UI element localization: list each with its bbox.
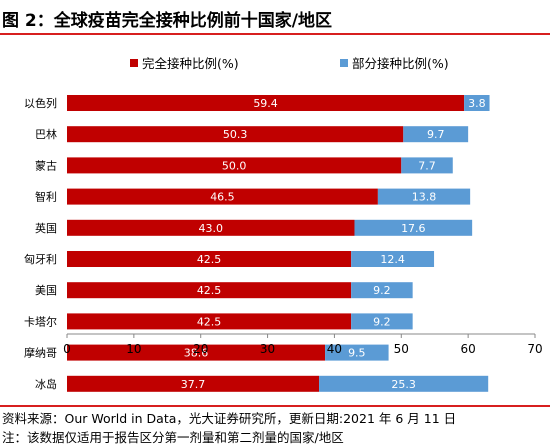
bar-value-label: 59.4 — [253, 97, 278, 110]
x-tick-label: 10 — [126, 342, 141, 356]
category-label: 卡塔尔 — [24, 315, 57, 328]
bar-value-label: 50.0 — [222, 159, 247, 172]
x-tick-label: 70 — [527, 342, 542, 356]
bar-value-label: 25.3 — [391, 378, 416, 391]
bar-value-label: 9.7 — [427, 128, 445, 141]
legend-swatch-0 — [130, 59, 138, 67]
bar-value-label: 9.5 — [348, 347, 366, 360]
chart-legend: 完全接种比例(%) 部分接种比例(%) — [130, 56, 449, 71]
x-tick-label: 30 — [260, 342, 275, 356]
bar-full-5 — [67, 251, 352, 267]
legend-label-0: 完全接种比例(%) — [142, 56, 239, 71]
bar-value-label: 7.7 — [418, 159, 436, 172]
bar-partial-7 — [351, 313, 413, 330]
category-label: 以色列 — [24, 96, 57, 110]
title-rule — [0, 33, 550, 35]
category-label: 匈牙利 — [24, 252, 57, 266]
category-label: 巴林 — [35, 127, 57, 141]
bar-partial-0 — [464, 95, 490, 111]
bar-partial-3 — [377, 188, 471, 205]
bar-value-label: 42.5 — [197, 315, 222, 328]
x-tick-label: 40 — [327, 342, 342, 356]
bar-full-6 — [67, 282, 352, 299]
bar-value-label: 50.3 — [223, 128, 248, 141]
bar-partial-1 — [403, 126, 469, 143]
bar-value-label: 9.2 — [373, 315, 391, 328]
bar-value-label: 46.5 — [210, 191, 235, 204]
legend-label-1: 部分接种比例(%) — [352, 56, 449, 71]
bar-full-0 — [67, 95, 465, 111]
x-tick-label: 20 — [193, 342, 208, 356]
figure-title: 图 2：全球疫苗完全接种比例前十国家/地区 — [2, 11, 332, 31]
category-label: 摩纳哥 — [24, 346, 57, 360]
source-rule — [0, 405, 550, 407]
legend-swatch-1 — [340, 59, 348, 67]
bar-partial-6 — [351, 282, 413, 299]
category-label: 英国 — [35, 221, 57, 235]
x-tick-label: 50 — [394, 342, 409, 356]
bar-value-label: 43.0 — [198, 222, 223, 235]
bar-full-8 — [67, 344, 326, 361]
bar-value-label: 17.6 — [401, 222, 426, 235]
bar-full-1 — [67, 126, 404, 143]
bar-full-3 — [67, 188, 378, 205]
chart-bars: 59.4 3.8 50.3 9.7 50.0 7.7 46.5 13.8 43.0 17.6 42.… — [67, 95, 490, 392]
x-tick-label: 60 — [461, 342, 476, 356]
source-text: 资料来源：Our World in Data，光大证券研究所，更新日期:2021… — [2, 411, 457, 426]
bar-value-label: 9.2 — [373, 284, 391, 297]
bar-value-label: 12.4 — [380, 253, 405, 266]
bar-partial-9 — [319, 375, 489, 392]
bar-partial-4 — [354, 219, 473, 236]
bar-partial-8 — [325, 344, 389, 361]
category-label: 智利 — [35, 190, 57, 204]
bar-partial-5 — [351, 251, 435, 267]
bar-full-9 — [67, 375, 320, 392]
note-text: 注：该数据仅适用于报告区分第一剂量和第二剂量的国家/地区 — [2, 430, 344, 445]
category-label: 美国 — [35, 284, 57, 297]
stacked-bar-chart: 完全接种比例(%) 部分接种比例(%) 59.4 3.8 50.3 9.7 50.0 7.7… — [24, 56, 543, 392]
category-label: 蒙古 — [35, 159, 57, 172]
bar-value-label: 3.8 — [468, 97, 486, 110]
bar-full-7 — [67, 313, 352, 330]
x-axis: 0 10 20 30 40 50 60 70 — [63, 333, 543, 356]
bar-value-label: 38.6 — [184, 347, 209, 360]
bar-value-label: 42.5 — [197, 253, 222, 266]
bar-partial-2 — [401, 157, 453, 174]
bar-value-label: 42.5 — [197, 284, 222, 297]
x-tick-label: 0 — [63, 342, 71, 356]
bar-full-4 — [67, 219, 355, 236]
bar-value-label: 13.8 — [412, 191, 437, 204]
bar-full-2 — [67, 157, 402, 174]
bar-value-label: 37.7 — [181, 378, 206, 391]
category-label: 冰岛 — [35, 377, 57, 391]
